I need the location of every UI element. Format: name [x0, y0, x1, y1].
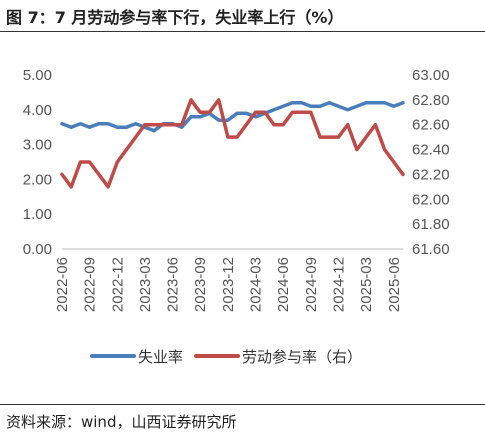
left-tick-label: 1.00 [23, 206, 52, 223]
x-tick-label: 2022-09 [82, 257, 99, 312]
source-rule [0, 404, 485, 405]
right-axis-ticks: 61.60 61.80 62.00 62.20 62.40 62.60 62.80 63.00 [412, 67, 450, 258]
left-axis-ticks: 0.00 1.00 2.00 3.00 4.00 5.00 [23, 67, 52, 258]
participation-rate-line [60, 98, 405, 189]
title-rule [0, 31, 485, 32]
left-tick-label: 3.00 [23, 137, 52, 154]
x-tick-label: 2023-09 [192, 257, 209, 312]
right-tick-label: 61.60 [412, 241, 450, 258]
x-tick-label: 2024-06 [275, 257, 292, 312]
x-tick-label: 2023-03 [137, 257, 154, 312]
right-tick-label: 62.60 [412, 117, 450, 134]
left-tick-label: 2.00 [23, 171, 52, 188]
chart: 0.00 1.00 2.00 3.00 4.00 5.00 61.60 61.80 62.00… [23, 67, 450, 366]
x-tick-label: 2025-03 [358, 257, 375, 312]
right-tick-label: 61.80 [412, 216, 450, 233]
right-tick-label: 62.80 [412, 92, 450, 109]
unemployment-rate-line [60, 101, 405, 133]
right-tick-label: 63.00 [412, 67, 450, 84]
right-tick-label: 62.00 [412, 191, 450, 208]
legend: 失业率 劳动参与率（右） [90, 348, 362, 366]
x-tick-label: 2022-12 [109, 257, 126, 312]
x-tick-label: 2025-06 [386, 257, 403, 312]
series-lines [60, 98, 405, 189]
x-tick-label: 2023-12 [220, 257, 237, 312]
legend-label: 劳动参与率（右） [242, 348, 362, 366]
x-axis-ticks: 2022-06 2022-09 2022-12 2023-03 2023-06 2023-… [54, 257, 403, 312]
left-tick-label: 0.00 [23, 241, 52, 258]
x-tick-label: 2022-06 [54, 257, 71, 312]
legend-label: 失业率 [138, 348, 183, 366]
source-note: 资料来源：wind，山西证券研究所 [6, 413, 237, 431]
right-tick-label: 62.20 [412, 166, 450, 183]
left-tick-label: 5.00 [23, 67, 52, 84]
x-tick-label: 2024-09 [303, 257, 320, 312]
left-tick-label: 4.00 [23, 102, 52, 119]
figure-title: 图 7：7 月劳动参与率下行，失业率上行（%） [6, 8, 344, 27]
x-tick-label: 2024-03 [248, 257, 265, 312]
right-tick-label: 62.40 [412, 142, 450, 159]
x-tick-label: 2024-12 [330, 257, 347, 312]
x-tick-label: 2023-06 [165, 257, 182, 312]
